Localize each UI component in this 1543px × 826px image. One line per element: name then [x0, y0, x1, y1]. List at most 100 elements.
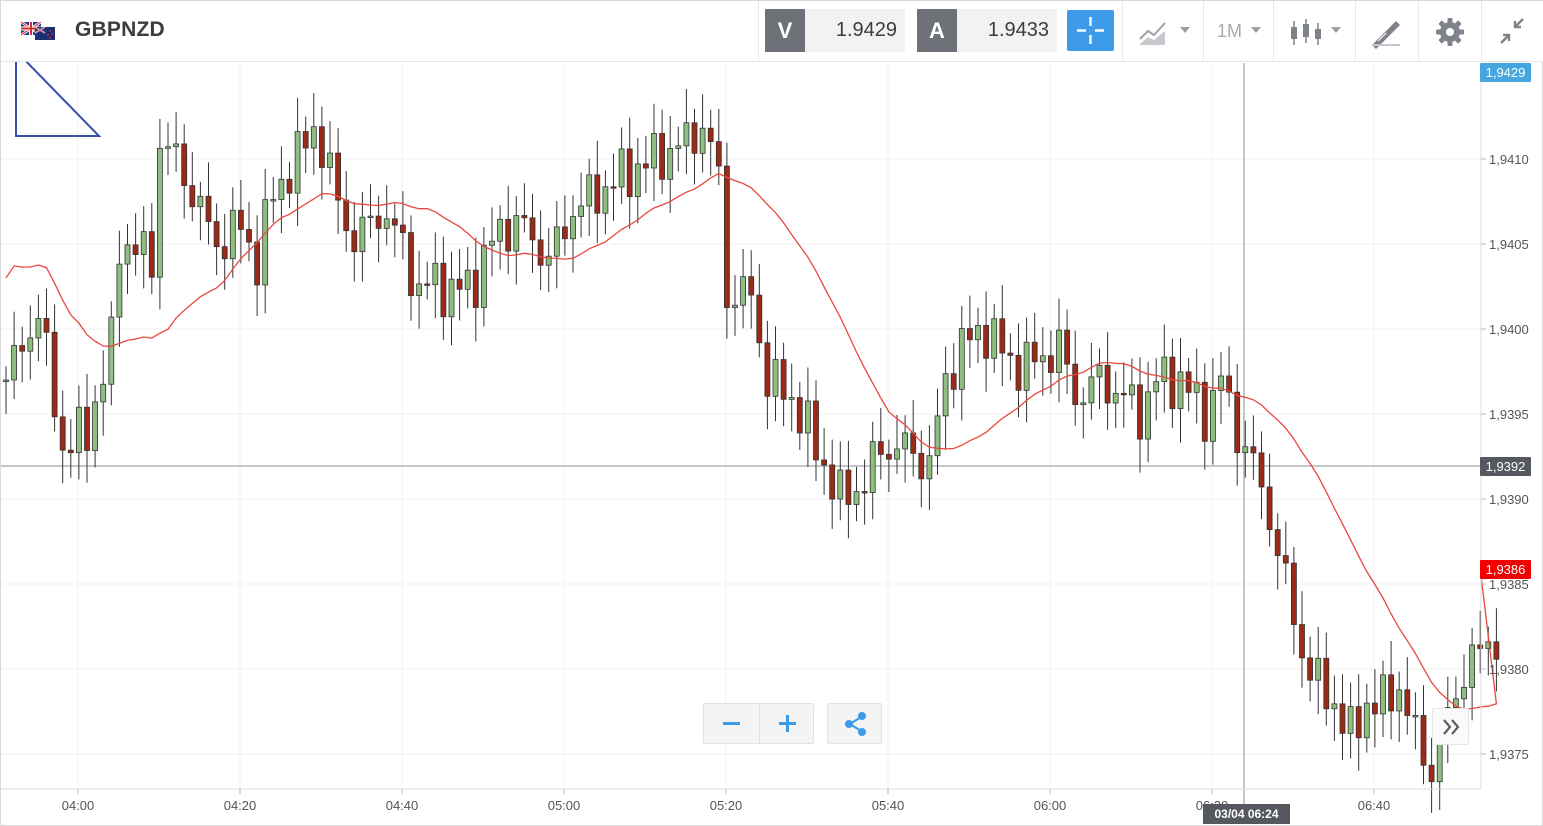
candle-bearish [562, 226, 568, 240]
chart-grid [1, 63, 1481, 789]
candle-bullish [675, 145, 682, 149]
candle-bullish [35, 318, 42, 339]
double-chevron-right-icon [1443, 719, 1460, 735]
candle-bullish [116, 263, 123, 318]
zoom-in-button[interactable] [759, 704, 814, 743]
candle-bearish [59, 416, 66, 451]
candle-bearish [1169, 356, 1176, 410]
chevron-down-icon [1251, 27, 1261, 33]
crosshair-button[interactable] [1067, 10, 1114, 51]
zoom-out-button[interactable] [704, 704, 759, 743]
candle-bullish [578, 205, 584, 217]
candle-bearish [456, 278, 463, 290]
candle-bearish [724, 165, 730, 308]
candle-bullish [1145, 391, 1151, 440]
candle-bearish [391, 218, 398, 226]
candle-bullish [327, 152, 333, 168]
candle-bullish [772, 359, 779, 397]
candle-bullish [464, 269, 471, 290]
candle-bearish [84, 406, 90, 451]
candle-bullish [1461, 686, 1467, 700]
candle-bullish [699, 127, 706, 154]
collapse-button[interactable] [1493, 11, 1533, 51]
timeframe-label: 1M [1217, 21, 1243, 41]
candle-bearish [1493, 641, 1500, 660]
candle-bearish [351, 230, 358, 253]
candle-bearish [748, 276, 755, 296]
candle-bearish [1372, 702, 1378, 715]
chevron-down-icon [1180, 27, 1190, 33]
chart-type-icon [1139, 22, 1166, 45]
candle-bullish [634, 163, 641, 197]
candle-bearish [1388, 674, 1394, 712]
candle-bearish [1266, 486, 1273, 531]
sell-button[interactable]: V [765, 9, 805, 52]
candle-bullish [92, 401, 98, 451]
candle-bullish [1039, 355, 1046, 363]
candle-bearish [756, 294, 763, 344]
candle-bearish [715, 141, 722, 167]
candle-bearish [1064, 329, 1070, 365]
candle-bullish [448, 278, 455, 318]
time-tick-label: 06:40 [1358, 798, 1391, 813]
candle-bullish [11, 345, 18, 381]
candle-bullish [1469, 644, 1475, 688]
candle-bullish [1380, 674, 1386, 715]
candle-bearish [205, 195, 212, 222]
candle-bullish [732, 304, 738, 308]
candle-bearish [537, 239, 544, 266]
collapse-icon [1500, 18, 1524, 44]
candle-bullish [934, 415, 941, 457]
chart-type-button[interactable] [1135, 11, 1195, 51]
candle-bearish [1274, 529, 1281, 556]
plus-icon [779, 715, 796, 732]
drawing-tools-icon [1372, 21, 1400, 49]
indicators-button[interactable] [1286, 11, 1346, 51]
candle-bullish [975, 325, 981, 341]
buy-price[interactable]: 1.9433 [957, 9, 1057, 52]
share-button[interactable] [827, 703, 882, 744]
price-axis: 1,94101,94051,94001,93951,93901,93851,93… [1481, 152, 1529, 762]
drawing-tools-button[interactable] [1366, 11, 1406, 51]
candle-bullish [618, 148, 625, 188]
candle-bullish [497, 218, 504, 242]
buy-button[interactable]: A [917, 9, 957, 52]
candle-bullish [1161, 356, 1168, 383]
candle-bearish [1355, 706, 1362, 739]
candle-bearish [424, 283, 431, 286]
candle-bearish [1299, 624, 1305, 659]
candle-bearish [1428, 764, 1435, 783]
candle-bullish [894, 448, 900, 460]
candle-bearish [1104, 364, 1111, 404]
candle-bullish [359, 216, 366, 253]
candle-bullish [991, 318, 998, 359]
crosshair-icon [1077, 17, 1104, 44]
candle-bullish [108, 316, 115, 385]
scroll-to-latest-button[interactable] [1432, 708, 1469, 745]
price-tick-label: 1,9385 [1489, 577, 1529, 592]
crosshair-time-tag: 03/04 06:24 [1203, 804, 1290, 824]
candle-bearish [505, 218, 512, 252]
candle-bullish [1218, 375, 1224, 391]
candle-bullish [942, 373, 949, 417]
settings-button[interactable] [1431, 11, 1471, 51]
candle-bullish [1436, 739, 1443, 783]
candle-bearish [707, 127, 714, 143]
candle-bearish [813, 400, 819, 461]
candle-bullish [140, 231, 147, 255]
candle-bullish [100, 383, 107, 403]
bid-price-tag: 1,9429 [1480, 63, 1531, 82]
candle-bearish [1477, 644, 1484, 649]
time-tick-label: 05:40 [872, 798, 905, 813]
toolbar-separator [1355, 1, 1356, 61]
sell-price[interactable]: 1.9429 [805, 9, 905, 52]
candle-bullish [853, 491, 860, 505]
candle-bullish [1412, 715, 1419, 718]
candle-bearish [343, 199, 350, 232]
moving-average-line [5, 172, 1498, 710]
timeframe-selector[interactable] [1209, 11, 1269, 51]
candle-bearish [967, 328, 973, 341]
candle-bearish [821, 459, 827, 466]
candle-bearish [1258, 452, 1265, 488]
